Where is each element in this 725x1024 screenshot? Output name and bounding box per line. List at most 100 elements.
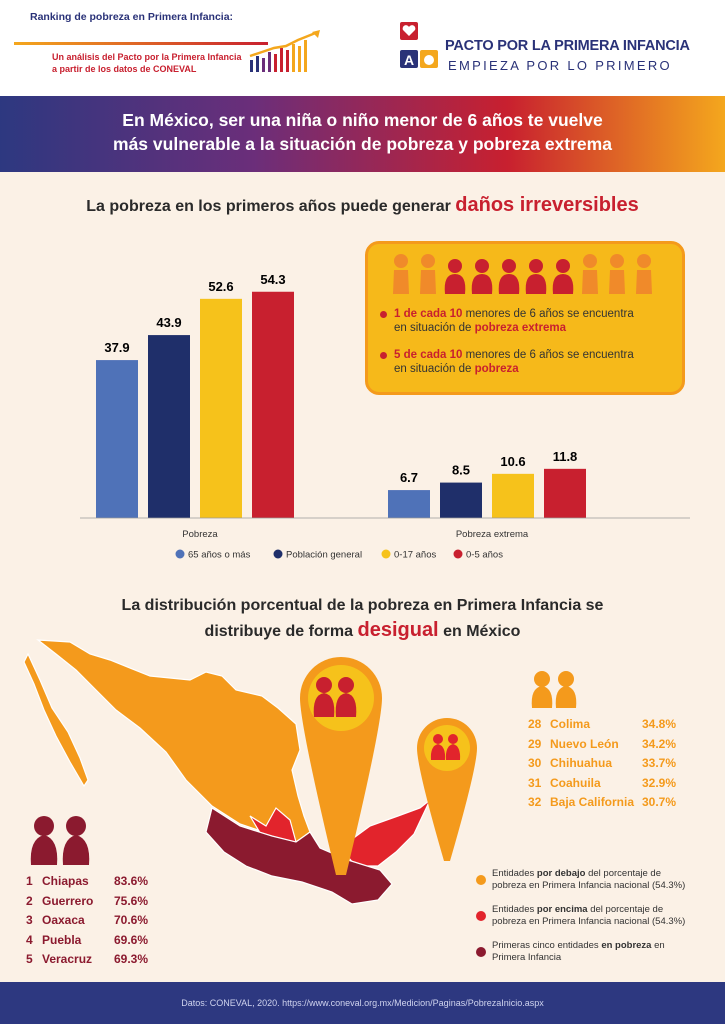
children-icon-maroon: [30, 816, 90, 865]
category-label-pobreza: Pobreza: [182, 529, 218, 540]
map-legend: Entidades por debajo del porcentaje de po…: [470, 868, 720, 968]
ranking-state: Oaxaca: [42, 913, 85, 927]
logo-tagline: EMPIEZA POR LO PRIMERO: [448, 58, 672, 73]
ranking-value: 34.2%: [642, 736, 677, 751]
bar-value-label: 6.7: [400, 470, 418, 485]
ranking-rank: 2: [26, 893, 33, 908]
bar-1-3: [544, 468, 586, 518]
info-stat-2: 5 de cada 10 menores de 6 años se encuen…: [394, 349, 634, 361]
report-subtitle-line2: a partir de los datos de CONEVAL: [52, 64, 197, 74]
bar-0-2: [200, 298, 242, 518]
legend-label: 0-17 años: [394, 550, 437, 561]
child-poverty-icon: [552, 259, 574, 294]
poverty-bar-chart: 37.9 43.9 52.6 54.3 6.7 8.5 10.6 11.8 Pobreza P…: [80, 272, 690, 561]
child-poverty-icon: [525, 259, 547, 294]
legend-swatch: [273, 549, 283, 559]
map-baja-california: [23, 652, 89, 788]
legend-dot: [476, 911, 486, 921]
section2-heading-highlight: desigual: [357, 619, 439, 641]
ranking-value: 83.6%: [114, 874, 149, 888]
ranking-rank: 5: [26, 952, 33, 966]
ranking-state: Colima: [550, 717, 591, 731]
ranking-value: 34.8%: [642, 717, 677, 731]
ranking-state: Puebla: [42, 932, 82, 947]
section1-heading-text: La pobreza en los primeros años puede ge…: [86, 198, 451, 215]
headline-line1: En México, ser una niña o niño menor de …: [122, 110, 603, 130]
legend-label: Población general: [286, 550, 362, 561]
header-divider: [14, 42, 268, 45]
map-top5-states: [205, 807, 393, 905]
bar-1-2: [492, 473, 534, 518]
bar-value-label: 54.3: [260, 272, 285, 287]
child-poverty-icon: [498, 259, 520, 294]
bar-1-1: [440, 482, 482, 518]
legend-swatch: [453, 549, 463, 559]
section2-heading-line1: La distribución porcentual de la pobreza…: [121, 597, 604, 614]
ranking-rank: 31: [528, 775, 542, 790]
bar-1-0: [388, 490, 430, 518]
info-stat-1: 1 de cada 10 menores de 6 años se encuen…: [394, 308, 634, 320]
child-icon: [582, 254, 598, 294]
bar-value-label: 37.9: [104, 340, 129, 355]
pacto-logo-icon: A: [400, 22, 438, 68]
ranking-state: Guerrero: [42, 893, 94, 908]
headline-line2: más vulnerable a la situación de pobreza…: [113, 134, 612, 154]
bar-value-label: 8.5: [452, 463, 470, 478]
ranking-value: 70.6%: [114, 913, 149, 927]
bar-0-3: [252, 291, 294, 518]
child-icon: [636, 254, 652, 294]
info-bullet: [380, 311, 387, 318]
ranking-value: 30.7%: [642, 795, 677, 809]
ranking-value: 32.9%: [642, 775, 677, 790]
legend-swatch: [381, 549, 391, 559]
svg-text:A: A: [404, 52, 414, 68]
info-stat-1b: en situación de pobreza extrema: [394, 322, 566, 334]
ranking-rank: 4: [26, 932, 33, 947]
child-icon: [393, 254, 409, 294]
ranking-state: Chihuahua: [550, 756, 612, 770]
children-row-icon: [393, 254, 652, 294]
legend-dot: [476, 947, 486, 957]
child-poverty-icon: [444, 259, 466, 294]
report-title: Ranking de pobreza en Primera Infancia:: [30, 11, 234, 23]
ranking-state: Chiapas: [42, 874, 89, 888]
ranking-state: Baja California: [550, 795, 635, 809]
section2-heading-line2: distribuye de forma desigual en México: [204, 619, 521, 641]
info-bullet: [380, 352, 387, 359]
headline-banner: En México, ser una niña o niño menor de …: [0, 96, 725, 172]
map-region-below-average: [36, 639, 311, 843]
ranking-rank: 30: [528, 756, 542, 770]
map-legend-entry: Entidades por encima del porcentaje de po…: [492, 904, 686, 927]
bar-value-label: 43.9: [156, 315, 181, 330]
section1-heading-highlight: daños irreversibles: [455, 194, 639, 216]
logo-name: PACTO POR LA PRIMERA INFANCIA: [445, 38, 690, 54]
source-footer: Datos: CONEVAL, 2020. https://www.coneva…: [0, 982, 725, 1024]
legend-label: 0-5 años: [466, 550, 503, 561]
ranking-rank: 28: [528, 717, 542, 731]
ranking-state: Coahuila: [550, 775, 601, 790]
page-header: Ranking de pobreza en Primera Infancia: …: [0, 0, 725, 96]
info-stat-2b: en situación de pobreza: [394, 363, 519, 375]
bar-0-0: [96, 360, 138, 518]
ranking-rank: 32: [528, 795, 542, 809]
ranking-state: Nuevo León: [550, 736, 619, 751]
bar-value-label: 52.6: [208, 279, 233, 294]
ranking-value: 33.7%: [642, 756, 677, 770]
children-icon-orange: [531, 671, 577, 708]
child-poverty-icon: [471, 259, 493, 294]
ranking-rank: 1: [26, 874, 33, 888]
mexico-map: [23, 639, 431, 905]
ranking-value: 69.6%: [114, 932, 149, 947]
legend-label: 65 años o más: [188, 550, 251, 561]
info-box: 1 de cada 10 menores de 6 años se encuen…: [365, 241, 685, 395]
map-pin-large: [300, 657, 382, 875]
legend-swatch: [175, 549, 185, 559]
child-icon: [420, 254, 436, 294]
category-label-pobreza-extrema: Pobreza extrema: [456, 529, 529, 540]
section1-heading: La pobreza en los primeros años puede ge…: [0, 194, 725, 217]
growth-chart-icon: [249, 30, 320, 72]
ranking-value: 75.6%: [114, 893, 149, 908]
legend-dot: [476, 875, 486, 885]
ranking-rank: 29: [528, 736, 542, 751]
ranking-rank: 3: [26, 913, 33, 927]
